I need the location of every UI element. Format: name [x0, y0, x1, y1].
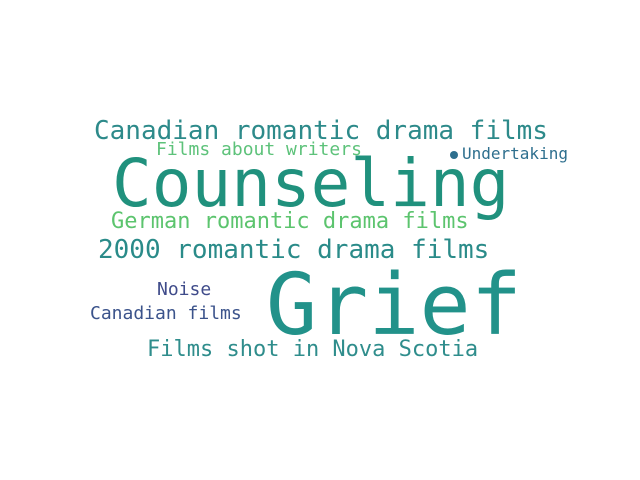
word-canadian-romantic-drama-films: Canadian romantic drama films: [94, 116, 548, 146]
word-german-romantic-drama-films: German romantic drama films: [111, 209, 469, 234]
word-canadian-films: Canadian films: [90, 303, 242, 324]
word-grief: Grief: [266, 256, 522, 355]
word-2000-romantic-drama-films: 2000 romantic drama films: [98, 235, 490, 265]
word-undertaking: Undertaking: [462, 144, 568, 163]
word-counseling: Counseling: [112, 145, 510, 222]
word-noise: Noise: [157, 279, 212, 300]
small-dot-mark: [450, 151, 458, 159]
word-films-shot-in-nova-scotia: Films shot in Nova Scotia: [147, 337, 479, 362]
word-films-about-writers: Films about writers: [156, 139, 362, 160]
